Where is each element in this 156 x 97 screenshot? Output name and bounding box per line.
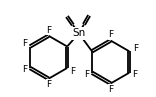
Text: Sn: Sn [72, 28, 85, 38]
Text: F: F [46, 80, 51, 89]
Text: F: F [70, 67, 75, 76]
Text: F: F [46, 26, 51, 35]
Text: F: F [22, 65, 27, 74]
Text: F: F [132, 70, 137, 79]
Text: F: F [84, 70, 89, 79]
Text: F: F [133, 44, 138, 53]
Text: F: F [108, 85, 113, 94]
Text: F: F [108, 30, 113, 39]
Text: F: F [22, 39, 27, 48]
